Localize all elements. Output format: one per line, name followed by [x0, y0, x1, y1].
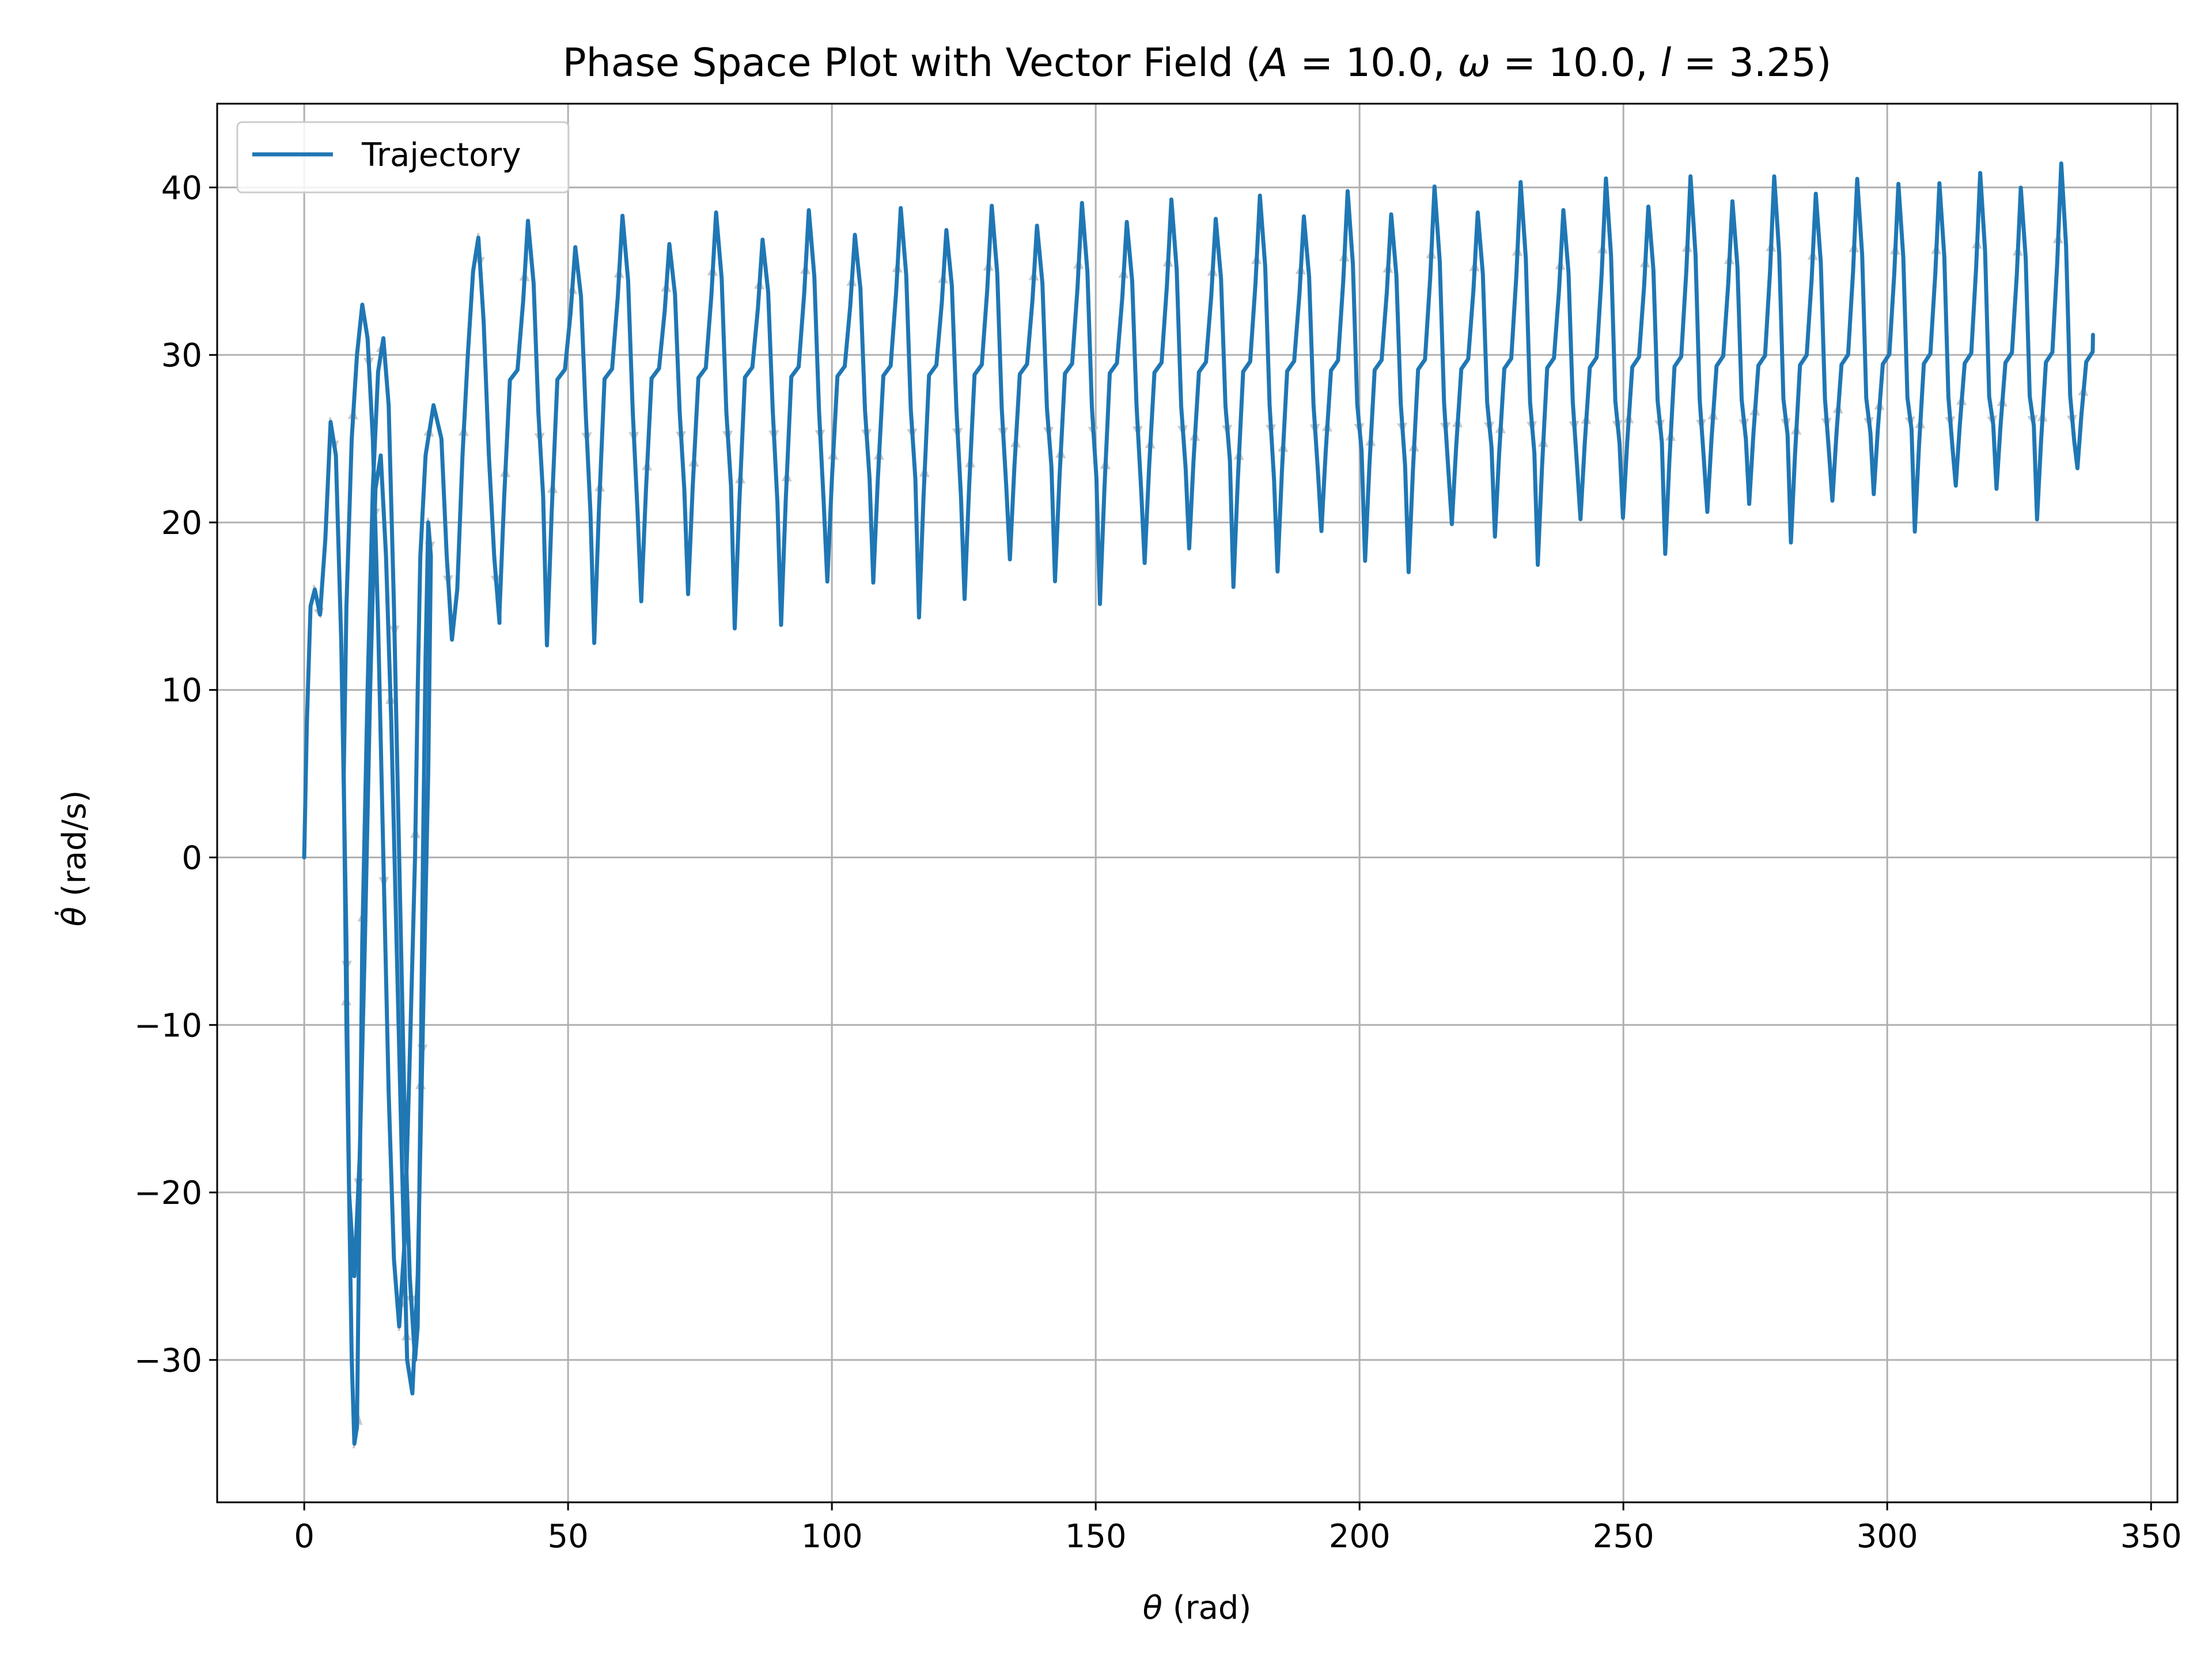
- x-axis-ticks: 0 50 100 150 200 250 300 350: [294, 1502, 2182, 1555]
- y-tick-label: −20: [134, 1175, 202, 1212]
- x-tick-label: 300: [1857, 1518, 1918, 1555]
- x-tick-label: 350: [2120, 1518, 2182, 1555]
- x-tick-label: 0: [294, 1518, 315, 1555]
- y-tick-label: 20: [161, 505, 202, 542]
- y-axis-label: θ̇ (rad/s): [55, 790, 93, 927]
- axes-frame: [216, 103, 2179, 1503]
- y-axis-ticks: −30 −20 −10 0 10 20 30 40: [134, 169, 217, 1380]
- legend-label-trajectory: Trajectory: [361, 137, 521, 174]
- plot-area: 0 50 100 150 200 250 300 350 −30 −20 −10 0 10 20 30 40: [134, 103, 2182, 1555]
- y-tick-label: −30: [134, 1342, 202, 1380]
- legend: Trajectory: [236, 121, 570, 194]
- y-tick-label: 40: [161, 169, 202, 207]
- y-tick-label: −10: [134, 1007, 202, 1044]
- legend-box: [236, 121, 570, 194]
- x-tick-label: 150: [1065, 1518, 1127, 1555]
- x-tick-label: 50: [548, 1518, 589, 1555]
- trajectory-line: [302, 161, 2095, 1446]
- chart-title: Phase Space Plot with Vector Field (A = …: [563, 40, 1832, 86]
- y-tick-label: 10: [161, 672, 202, 710]
- x-tick-label: 200: [1329, 1518, 1391, 1555]
- y-tick-label: 0: [181, 840, 202, 877]
- x-tick-label: 100: [801, 1518, 863, 1555]
- x-axis-label: θ (rad): [1143, 1589, 1252, 1627]
- y-tick-label: 30: [161, 337, 202, 374]
- x-tick-label: 250: [1593, 1518, 1654, 1555]
- grid-lines: [217, 104, 2177, 1502]
